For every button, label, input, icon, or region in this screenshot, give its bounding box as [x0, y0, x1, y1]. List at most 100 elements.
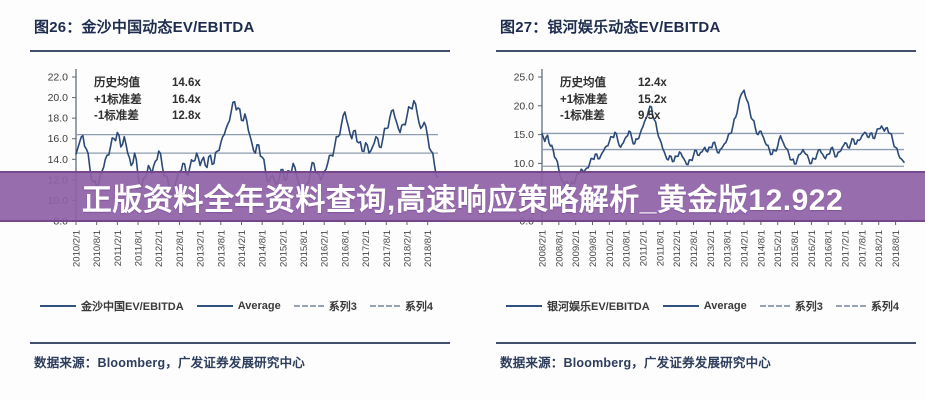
- svg-text:10.0: 10.0: [514, 158, 535, 170]
- solid-line-swatch-icon: [196, 305, 233, 307]
- legend-item-series4: 系列4: [835, 298, 899, 314]
- svg-text:2008/8/1: 2008/8/1: [554, 230, 565, 267]
- svg-text:2016/2/1: 2016/2/1: [807, 230, 818, 267]
- legend-label: Average: [237, 300, 281, 312]
- svg-text:2017/2/1: 2017/2/1: [841, 230, 852, 267]
- stat-label: 历史均值: [560, 77, 606, 89]
- svg-text:2011/2/1: 2011/2/1: [113, 230, 124, 266]
- report-figures-row: 图26：金沙中国动态EV/EBITDA 22.0 20.0 18.0 16.0 14.0…: [30, 14, 916, 371]
- stat-label: +1标准差: [560, 93, 608, 106]
- svg-text:20.0: 20.0: [514, 100, 535, 112]
- dashed-line-swatch-icon: [369, 305, 400, 307]
- svg-text:2016/2/1: 2016/2/1: [320, 230, 331, 267]
- svg-text:2014/2/1: 2014/2/1: [237, 230, 248, 267]
- legend-label: 系列3: [328, 301, 357, 313]
- stat-value: 9.5x: [638, 110, 661, 122]
- svg-text:2014/8/1: 2014/8/1: [756, 230, 767, 267]
- stat-plus1sd: +1标准差 16.4x: [94, 92, 201, 109]
- svg-text:2014/8/1: 2014/8/1: [258, 230, 269, 267]
- stat-value: 15.2x: [638, 93, 667, 106]
- banner-text[interactable]: 正版资料全年资料查询,高速响应策略解析_黄金版12.922: [81, 183, 844, 217]
- svg-text:2018/2/1: 2018/2/1: [402, 230, 413, 267]
- title-divider: [496, 50, 916, 52]
- legend-label: 金沙中国EV/EBITDA: [81, 301, 184, 313]
- svg-text:15.0: 15.0: [514, 129, 535, 141]
- data-source: 数据来源：Bloomberg，广发证券发展研究中心: [34, 356, 305, 370]
- svg-text:2013/8/1: 2013/8/1: [723, 230, 734, 267]
- sands-ev-ebitda-line-chart: 22.020.018.016.014.012.010.08.02010/2/12…: [48, 69, 444, 267]
- svg-text:14.0: 14.0: [48, 154, 69, 166]
- stat-label: -1标准差: [94, 110, 139, 122]
- stat-label: +1标准差: [94, 93, 142, 106]
- svg-text:2018/8/1: 2018/8/1: [891, 230, 902, 267]
- figure-title: 图26：金沙中国动态EV/EBITDA: [34, 19, 255, 36]
- svg-text:2012/8/1: 2012/8/1: [689, 230, 700, 267]
- stat-historical-mean: 历史均值 14.6x: [94, 75, 201, 92]
- stat-historical-mean: 历史均值 12.4x: [560, 75, 667, 92]
- chart-area: 22.020.018.016.014.012.010.08.02010/2/12…: [30, 61, 450, 293]
- legend-item-series4: 系列4: [369, 298, 433, 314]
- solid-line-swatch-icon: [662, 305, 699, 307]
- figure-title: 图27：银河娱乐动态EV/EBITDA: [500, 19, 721, 36]
- svg-text:2013/8/1: 2013/8/1: [216, 230, 227, 267]
- stat-label: 历史均值: [94, 77, 140, 89]
- legend-label: 系列3: [794, 301, 823, 313]
- legend-item-series3: 系列3: [759, 298, 823, 314]
- svg-text:18.0: 18.0: [48, 113, 69, 125]
- svg-text:2012/2/1: 2012/2/1: [672, 230, 683, 267]
- figure-panel-galaxy-entertainment: 图27：银河娱乐动态EV/EBITDA 25.020.015.010.05.00…: [496, 14, 916, 371]
- legend-label: 系列4: [404, 301, 433, 313]
- stat-minus1sd: -1标准差 9.5x: [560, 108, 667, 125]
- stat-minus1sd: -1标准差 12.8x: [94, 108, 201, 125]
- svg-text:2011/8/1: 2011/8/1: [134, 230, 145, 266]
- svg-text:2008/2/1: 2008/2/1: [538, 230, 549, 267]
- stat-value: 14.6x: [172, 77, 201, 89]
- svg-text:2017/8/1: 2017/8/1: [382, 230, 393, 267]
- svg-text:2010/2/1: 2010/2/1: [72, 230, 83, 267]
- svg-text:2015/8/1: 2015/8/1: [790, 230, 801, 267]
- footer-divider: [496, 342, 916, 344]
- legend-label: 银河娱乐EV/EBITDA: [547, 301, 650, 313]
- stat-value: 12.8x: [172, 110, 201, 122]
- svg-text:20.0: 20.0: [48, 92, 69, 104]
- svg-text:2018/2/1: 2018/2/1: [874, 230, 885, 267]
- svg-text:2011/2/1: 2011/2/1: [639, 230, 650, 266]
- legend-item-average: Average: [662, 300, 747, 312]
- svg-text:22.0: 22.0: [48, 72, 69, 84]
- stat-plus1sd: +1标准差 15.2x: [560, 92, 667, 109]
- stats-block: 历史均值 12.4x +1标准差 15.2x -1标准差 9.5x: [560, 75, 667, 125]
- svg-text:2012/2/1: 2012/2/1: [154, 230, 165, 267]
- svg-text:2015/8/1: 2015/8/1: [299, 230, 310, 267]
- stat-value: 16.4x: [172, 93, 201, 106]
- watermark-ad-banner[interactable]: 正版资料全年资料查询,高速响应策略解析_黄金版12.922: [0, 171, 925, 222]
- dashed-line-swatch-icon: [293, 305, 324, 307]
- stats-block: 历史均值 14.6x +1标准差 16.4x -1标准差 12.8x: [94, 75, 201, 125]
- svg-text:2015/2/1: 2015/2/1: [278, 230, 289, 267]
- data-source: 数据来源：Bloomberg，广发证券发展研究中心: [500, 356, 771, 370]
- svg-text:25.0: 25.0: [514, 72, 535, 84]
- svg-text:16.0: 16.0: [48, 133, 69, 145]
- svg-text:2016/8/1: 2016/8/1: [824, 230, 835, 267]
- chart-legend: 金沙中国EV/EBITDA Average 系列3 系列4: [30, 298, 450, 314]
- svg-text:2017/8/1: 2017/8/1: [857, 230, 868, 267]
- solid-line-swatch-icon: [40, 305, 76, 307]
- svg-text:2015/2/1: 2015/2/1: [773, 230, 784, 267]
- legend-item-series: 银河娱乐EV/EBITDA: [506, 298, 650, 314]
- svg-text:2018/8/1: 2018/8/1: [423, 230, 434, 267]
- dashed-line-swatch-icon: [759, 305, 790, 307]
- solid-line-swatch-icon: [506, 305, 542, 307]
- legend-item-series3: 系列3: [293, 298, 357, 314]
- legend-label: 系列4: [870, 301, 899, 313]
- svg-text:2017/2/1: 2017/2/1: [361, 230, 372, 267]
- dashed-line-swatch-icon: [835, 305, 866, 307]
- svg-text:2013/2/1: 2013/2/1: [706, 230, 717, 267]
- svg-text:2010/8/1: 2010/8/1: [92, 230, 103, 267]
- title-divider: [30, 50, 450, 52]
- chart-legend: 银河娱乐EV/EBITDA Average 系列3 系列4: [496, 298, 916, 314]
- stat-value: 12.4x: [638, 77, 667, 89]
- legend-item-series: 金沙中国EV/EBITDA: [40, 298, 184, 314]
- svg-text:2014/2/1: 2014/2/1: [740, 230, 751, 267]
- footer-divider: [30, 342, 450, 344]
- svg-text:2009/8/1: 2009/8/1: [588, 230, 599, 267]
- svg-text:2010/2/1: 2010/2/1: [605, 230, 616, 267]
